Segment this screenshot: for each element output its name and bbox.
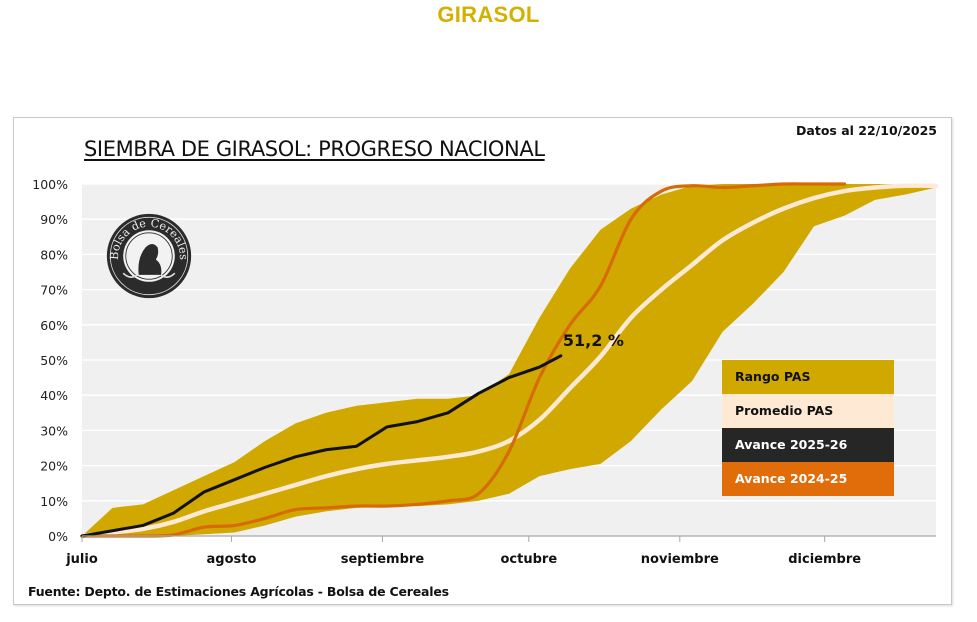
x-tick-label: septiembre (341, 552, 425, 567)
y-tick-label: 0% (48, 529, 68, 544)
legend: Rango PAS Promedio PAS Avance 2025-26 Av… (722, 360, 894, 496)
x-tick-label: agosto (206, 552, 256, 567)
source-note: Fuente: Depto. de Estimaciones Agrícolas… (28, 584, 449, 599)
legend-item-range: Rango PAS (722, 360, 894, 394)
bolsa-de-cereales-logo: Bolsa de Cereales (106, 213, 192, 299)
y-tick-label: 30% (40, 423, 68, 438)
legend-item-current: Avance 2025-26 (722, 428, 894, 462)
data-date-label: Datos al 22/10/2025 (796, 123, 937, 138)
legend-item-average: Promedio PAS (722, 394, 894, 428)
x-axis-ticks: julio agosto septiembre octubre noviembre dic… (65, 536, 861, 567)
y-tick-label: 70% (40, 283, 68, 298)
y-tick-label: 50% (40, 353, 68, 368)
y-tick-label: 80% (40, 247, 68, 262)
range-band (82, 184, 936, 536)
x-tick-label: octubre (501, 552, 558, 567)
y-tick-label: 20% (40, 459, 68, 474)
y-axis-ticks: 0% 10% 20% 30% 40% 50% 60% 70% 80% 90% 100% (32, 177, 68, 544)
x-tick-label: diciembre (788, 552, 861, 567)
page-title: GIRASOL (437, 2, 540, 27)
x-tick-label: noviembre (641, 552, 719, 567)
x-tick-label: julio (65, 552, 98, 567)
chart-title: SIEMBRA DE GIRASOL: PROGRESO NACIONAL (84, 137, 545, 161)
y-tick-label: 10% (40, 494, 68, 509)
current-season-line (80, 354, 563, 538)
previous-season-line (80, 182, 847, 538)
y-tick-label: 40% (40, 388, 68, 403)
y-tick-label: 100% (32, 177, 68, 192)
current-value-annotation: 51,2 % (563, 331, 624, 350)
y-tick-label: 60% (40, 318, 68, 333)
legend-item-previous: Avance 2024-25 (722, 462, 894, 496)
average-line (79, 183, 939, 539)
y-tick-label: 90% (40, 212, 68, 227)
